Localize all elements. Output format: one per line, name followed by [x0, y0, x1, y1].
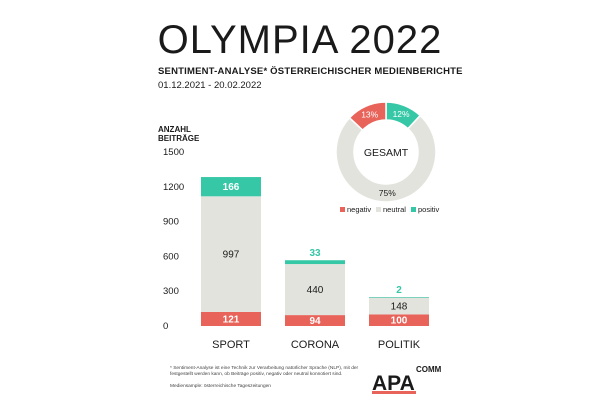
- y-tick-label: 900: [163, 217, 179, 228]
- logo-underline: [372, 391, 416, 394]
- legend-label-neutral: neutral: [383, 205, 406, 214]
- y-axis-label-line1: ANZAHL: [158, 125, 191, 134]
- data-label-negativ: 100: [391, 316, 408, 327]
- legend-label-negativ: negativ: [347, 205, 371, 214]
- y-axis-label-line2: BEITRÄGE: [158, 134, 200, 143]
- donut-slice-neutral: [335, 114, 437, 203]
- logo-suffix: COMM: [416, 365, 442, 374]
- y-tick-label: 0: [163, 321, 168, 332]
- bar-neutral: [201, 196, 261, 312]
- data-label-positiv: 2: [396, 285, 402, 296]
- bar-negativ: [201, 311, 261, 326]
- footnote: * Sentiment-Analyse ist eine Technik zur…: [170, 366, 359, 377]
- data-label-neutral: 440: [307, 285, 324, 296]
- x-tick-label: POLITIK: [378, 339, 421, 351]
- data-label-negativ: 94: [309, 316, 321, 327]
- bar-neutral: [285, 264, 345, 316]
- y-tick-label: 1200: [163, 182, 184, 193]
- legend-swatch-neutral: [376, 207, 381, 212]
- bar-positiv: [285, 260, 345, 265]
- apa-comm-logo: COMM APA: [372, 365, 442, 394]
- source-note: Mediensample: österreichische Tageszeitu…: [170, 384, 271, 389]
- data-label-neutral: 148: [391, 301, 408, 312]
- bar-positiv: [201, 177, 261, 197]
- data-label-positiv: 166: [223, 182, 240, 193]
- donut-label-positiv: 12%: [393, 109, 410, 119]
- legend-label-positiv: positiv: [418, 205, 440, 214]
- data-label-positiv: 33: [309, 248, 321, 259]
- donut-center-label: GESAMT: [364, 147, 409, 159]
- y-tick-label: 1500: [163, 147, 184, 158]
- data-label-neutral: 997: [223, 250, 240, 261]
- legend-swatch-positiv: [411, 207, 416, 212]
- donut-label-negativ: 13%: [361, 109, 378, 119]
- page-title: OLYMPIA 2022: [157, 18, 443, 62]
- y-tick-label: 300: [163, 286, 179, 297]
- bar-neutral: [369, 297, 429, 315]
- logo-text: APA: [372, 372, 415, 394]
- bar-negativ: [285, 315, 345, 326]
- bar-positiv: [369, 297, 429, 298]
- page-subtitle: SENTIMENT-ANALYSE* ÖSTERREICHISCHER MEDI…: [158, 66, 463, 77]
- legend-swatch-negativ: [340, 207, 345, 212]
- bar-negativ: [369, 314, 429, 326]
- y-tick-label: 600: [163, 251, 179, 262]
- x-tick-label: SPORT: [212, 339, 250, 351]
- donut-label-neutral: 75%: [379, 188, 396, 198]
- donut-slice-negativ: [348, 101, 387, 132]
- data-label-negativ: 121: [223, 314, 240, 325]
- x-tick-label: CORONA: [291, 339, 340, 351]
- date-range: 01.12.2021 - 20.02.2022: [158, 80, 262, 91]
